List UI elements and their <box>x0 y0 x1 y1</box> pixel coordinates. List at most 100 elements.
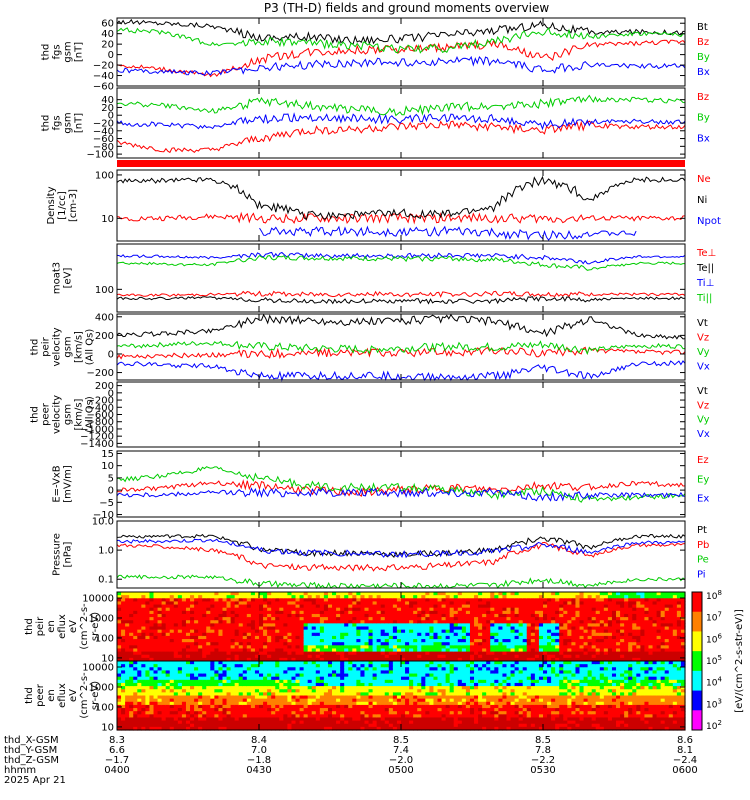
heatmap-cell <box>445 617 451 621</box>
heatmap-cell <box>161 604 167 609</box>
heatmap-cell <box>563 610 568 615</box>
heatmap-cell <box>323 648 329 653</box>
heatmap-cell <box>117 623 122 628</box>
heatmap-cell <box>238 720 244 725</box>
heatmap-cell <box>388 598 394 603</box>
heatmap-cell <box>319 595 325 599</box>
heatmap-cell <box>388 667 394 672</box>
heatmap-cell <box>259 598 264 603</box>
heatmap-cell <box>222 726 228 731</box>
heatmap-cell <box>384 714 390 719</box>
heatmap-cell <box>275 617 280 621</box>
heatmap-cell <box>161 717 167 722</box>
heatmap-cell <box>579 657 585 662</box>
heatmap-cell <box>234 704 240 709</box>
heatmap-cell <box>384 698 390 703</box>
heatmap-cell <box>153 629 159 634</box>
heatmap-cell <box>632 629 637 634</box>
heatmap-cell <box>392 679 398 684</box>
heatmap-cell <box>449 613 455 618</box>
heatmap-cell <box>616 617 621 621</box>
heatmap-cell <box>226 651 232 656</box>
heatmap-cell <box>401 601 406 606</box>
heatmap-cell <box>494 592 499 596</box>
heatmap-cell <box>563 604 568 609</box>
heatmap-cell <box>583 654 589 659</box>
heatmap-cell <box>498 623 504 628</box>
heatmap-cell <box>664 610 670 615</box>
heatmap-cell <box>376 604 382 609</box>
heatmap-cell <box>490 598 495 603</box>
heatmap-cell <box>676 635 682 640</box>
heatmap-cell <box>336 708 341 712</box>
heatmap-cell <box>352 642 357 646</box>
heatmap-cell <box>384 667 390 672</box>
heatmap-cell <box>506 607 512 612</box>
heatmap-cell <box>173 723 179 728</box>
heatmap-cell <box>267 657 272 662</box>
heatmap-cell <box>254 714 260 719</box>
heatmap-cell <box>668 651 674 656</box>
heatmap-cell <box>242 726 248 731</box>
heatmap-cell <box>327 651 333 656</box>
heatmap-cell <box>388 626 394 631</box>
heatmap-cell <box>319 689 325 693</box>
heatmap-cell <box>356 714 362 719</box>
heatmap-cell <box>121 607 126 612</box>
heatmap-cell <box>129 670 134 675</box>
heatmap-cell <box>502 657 508 662</box>
heatmap-cell <box>409 648 414 653</box>
heatmap-cell <box>125 607 130 612</box>
heatmap-cell <box>177 639 183 643</box>
heatmap-cell <box>121 667 126 672</box>
heatmap-cell <box>291 676 297 681</box>
heatmap-cell <box>429 629 435 634</box>
heatmap-cell <box>530 635 536 640</box>
heatmap-cell <box>413 642 418 646</box>
heatmap-cell <box>356 642 362 646</box>
heatmap-cell <box>133 720 138 725</box>
heatmap-cell <box>583 657 589 662</box>
heatmap-cell <box>595 657 601 662</box>
heatmap-cell <box>165 726 171 731</box>
heatmap-cell <box>263 657 268 662</box>
heatmap-cell <box>396 592 402 596</box>
heatmap-cell <box>291 670 297 675</box>
heatmap-cell <box>384 623 390 628</box>
heatmap-cell <box>364 682 370 687</box>
heatmap-cell <box>478 654 483 659</box>
heatmap-cell <box>616 604 621 609</box>
heatmap-cell <box>177 629 183 634</box>
heatmap-cell <box>368 686 374 690</box>
heatmap-cell <box>502 629 508 634</box>
heatmap-cell <box>287 613 293 618</box>
heatmap-cell <box>307 673 313 678</box>
heatmap-cell <box>327 667 333 672</box>
heatmap-cell <box>348 673 353 678</box>
heatmap-cell <box>482 601 487 606</box>
heatmap-cell <box>218 632 224 637</box>
heatmap-cell <box>279 601 284 606</box>
heatmap-cell <box>660 657 666 662</box>
heatmap-cell <box>486 648 491 653</box>
heatmap-cell <box>121 639 126 643</box>
heatmap-cell <box>210 629 215 634</box>
heatmap-cell <box>307 704 313 709</box>
heatmap-cell <box>263 642 268 646</box>
heatmap-cell <box>271 626 276 631</box>
heatmap-cell <box>616 598 621 603</box>
heatmap-cell <box>656 626 662 631</box>
heatmap-cell <box>449 607 455 612</box>
heatmap-cell <box>259 613 264 618</box>
heatmap-cell <box>352 648 357 653</box>
heatmap-cell <box>672 642 678 646</box>
heatmap-cell <box>133 711 138 715</box>
heatmap-cell <box>263 598 268 603</box>
heatmap-cell <box>267 623 272 628</box>
heatmap-cell <box>453 648 459 653</box>
heatmap-cell <box>214 623 220 628</box>
heatmap-cell <box>405 651 410 656</box>
heatmap-cell <box>396 604 402 609</box>
heatmap-cell <box>121 679 126 684</box>
heatmap-cell <box>234 682 240 687</box>
